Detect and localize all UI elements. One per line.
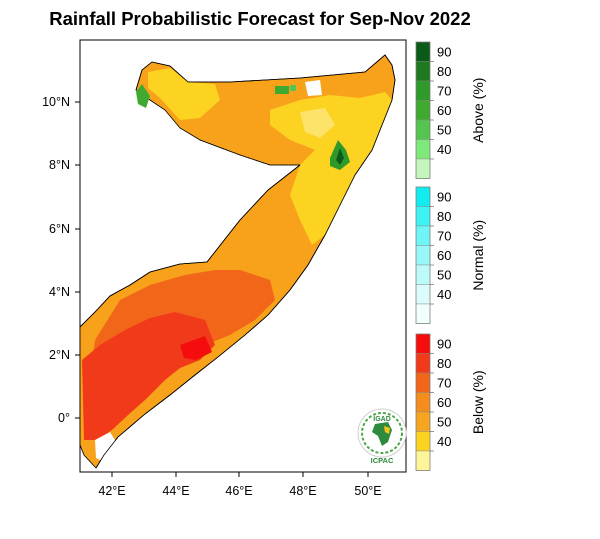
colorbar-normal: 90 80 70 60 50 40 Normal (%) xyxy=(415,186,486,324)
region-light-yellow xyxy=(300,108,335,138)
region-green-small xyxy=(336,148,344,165)
country-outline xyxy=(80,54,396,469)
colorbar-label: 50 xyxy=(437,268,451,283)
colorbar-swatch xyxy=(415,450,431,471)
region-white-north xyxy=(305,80,322,96)
lat-tick-label: 4°N xyxy=(49,285,70,299)
lon-tick-label: 48°E xyxy=(289,484,316,498)
colorbar-swatch xyxy=(415,186,431,207)
colorbar-label: 60 xyxy=(437,395,451,410)
region-yellow-northwest xyxy=(148,68,220,120)
border-line xyxy=(199,139,300,166)
colorbar-label: 40 xyxy=(437,287,451,302)
region-yellow-north xyxy=(270,92,392,245)
logo-bottom-text: ICPAC xyxy=(371,456,394,465)
colorbar-label: 40 xyxy=(437,434,451,449)
colorbar-label: 80 xyxy=(437,64,451,79)
colorbar-label: 70 xyxy=(437,229,451,244)
colorbar-frame xyxy=(415,333,431,471)
lat-tick-label: 2°N xyxy=(49,348,70,362)
region-green-west xyxy=(136,84,150,108)
page-title: Rainfall Probabilistic Forecast for Sep-… xyxy=(49,8,471,29)
colorbar-label: 60 xyxy=(437,248,451,263)
colorbar-swatch xyxy=(415,158,431,179)
lon-tick-label: 50°E xyxy=(354,484,381,498)
colorbar-swatch xyxy=(415,284,431,305)
region-green-block-a xyxy=(275,86,289,94)
colorbar-above: 90 80 70 60 50 40 Above (%) xyxy=(415,41,486,179)
axis-ticks xyxy=(75,101,369,477)
lat-tick-label: 0° xyxy=(58,411,70,425)
colorbar-label: 50 xyxy=(437,123,451,138)
colorbar-label: 60 xyxy=(437,103,451,118)
colorbar-swatch xyxy=(415,80,431,101)
colorbar-swatch xyxy=(415,431,431,452)
colorbar-swatch xyxy=(415,303,431,324)
colorbar-swatch xyxy=(415,61,431,82)
lon-tick-label: 42°E xyxy=(98,484,125,498)
colorbar-swatch xyxy=(415,372,431,393)
colorbar-swatch xyxy=(415,411,431,432)
colorbar-swatch xyxy=(415,206,431,227)
lat-tick-label: 8°N xyxy=(49,158,70,172)
lat-tick-label: 10°N xyxy=(42,95,70,109)
colorbar-swatch xyxy=(415,392,431,413)
icpac-logo: IGAD ICPAC xyxy=(357,408,407,465)
colorbar-swatch xyxy=(415,119,431,140)
colorbar-swatch xyxy=(415,353,431,374)
region-green-block-b xyxy=(290,85,296,91)
colorbar-label: 90 xyxy=(437,45,451,60)
region-red-south xyxy=(82,312,215,440)
colorbar-swatch xyxy=(415,333,431,354)
colorbar-swatch xyxy=(415,225,431,246)
colorbar-title: Below (%) xyxy=(470,370,486,434)
colorbar-title: Above (%) xyxy=(470,78,486,143)
colorbar-swatch xyxy=(415,100,431,121)
colorbar-label: 90 xyxy=(437,337,451,352)
colorbar-swatch xyxy=(415,264,431,285)
lat-tick-label: 6°N xyxy=(49,222,70,236)
colorbar-label: 70 xyxy=(437,376,451,391)
colorbar-label: 90 xyxy=(437,190,451,205)
colorbar-label: 40 xyxy=(437,142,451,157)
colorbar-label: 50 xyxy=(437,415,451,430)
colorbar-label: 70 xyxy=(437,84,451,99)
colorbar-swatch xyxy=(415,139,431,160)
somalia-map xyxy=(80,54,396,469)
region-red-coast xyxy=(180,336,212,360)
region-white-south xyxy=(95,432,118,462)
colorbar-frame xyxy=(415,41,431,179)
colorbar-label: 80 xyxy=(437,209,451,224)
lon-tick-label: 46°E xyxy=(225,484,252,498)
colorbar-below: 90 80 70 60 50 40 Below (%) xyxy=(415,333,486,471)
colorbar-frame xyxy=(415,186,431,324)
colorbar-title: Normal (%) xyxy=(470,220,486,291)
colorbar-swatch xyxy=(415,41,431,62)
colorbar-label: 80 xyxy=(437,356,451,371)
colorbar-swatch xyxy=(415,245,431,266)
lon-tick-label: 44°E xyxy=(162,484,189,498)
logo-top-text: IGAD xyxy=(373,416,391,423)
